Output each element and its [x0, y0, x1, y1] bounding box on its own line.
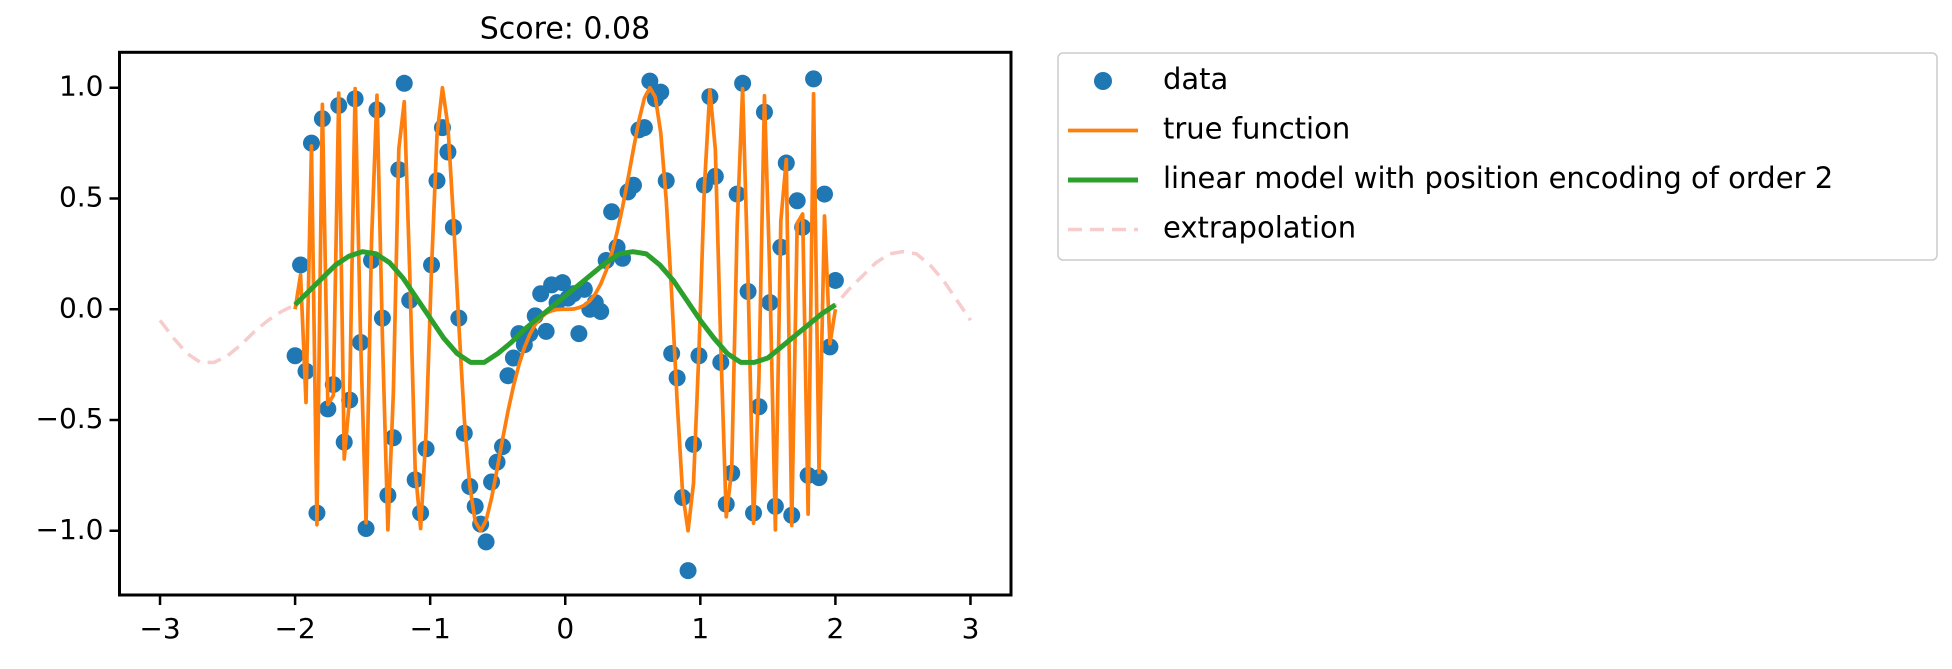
y-tick-label: −1.0 [36, 513, 104, 546]
data-point [788, 192, 806, 210]
legend-marker [1094, 72, 1112, 90]
data-point [821, 338, 839, 356]
data-point [395, 74, 413, 92]
y-tick-label: 0.5 [59, 180, 104, 213]
x-tick-label: 3 [962, 612, 980, 645]
legend-label: data [1163, 62, 1228, 96]
legend-label: extrapolation [1163, 211, 1356, 245]
data-point [428, 172, 446, 190]
data-point [554, 274, 572, 292]
x-tick-label: −2 [274, 612, 315, 645]
data-point [504, 349, 522, 367]
plot-frame [118, 50, 1013, 597]
x-tick-label: −1 [410, 612, 451, 645]
y-tick-label: −0.5 [36, 402, 104, 435]
data-point [805, 70, 823, 88]
legend-label: linear model with position encoding of o… [1163, 161, 1833, 195]
data-point [499, 367, 517, 385]
data-point [537, 322, 555, 340]
data-point [286, 347, 304, 365]
series-line [293, 85, 838, 533]
x-tick-label: 1 [691, 612, 709, 645]
data-point [641, 72, 659, 90]
data-point [477, 533, 495, 551]
x-tick-label: 2 [826, 612, 844, 645]
data-point [679, 562, 697, 580]
data-point [292, 256, 310, 274]
data-point [319, 400, 337, 418]
data-point [603, 203, 621, 221]
y-tick-label: 0.0 [59, 291, 104, 324]
x-tick-label: −3 [139, 612, 180, 645]
data-point [570, 325, 588, 343]
x-tick-label: 0 [556, 612, 574, 645]
legend-box [1057, 52, 1938, 261]
series-line [293, 249, 837, 365]
series-line [158, 249, 972, 365]
data-point [826, 271, 844, 289]
legend-label: true function [1163, 112, 1350, 146]
data-point [815, 185, 833, 203]
data-point [592, 302, 610, 320]
data-point [810, 469, 828, 487]
data-point [663, 345, 681, 363]
data-point [357, 520, 375, 538]
data-point [302, 134, 320, 152]
y-tick-label: 1.0 [59, 70, 104, 103]
data-point [734, 74, 752, 92]
chart-title: Score: 0.08 [480, 12, 650, 47]
